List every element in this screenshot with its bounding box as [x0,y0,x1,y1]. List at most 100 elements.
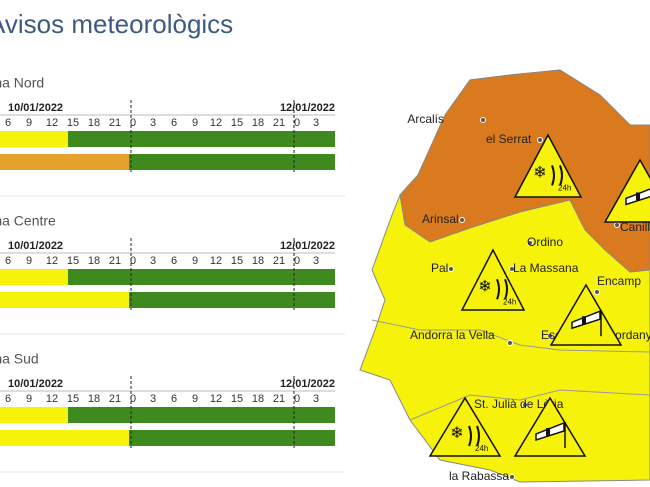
hour-label: 9 [192,117,198,129]
hour-label: 3 [313,117,319,129]
snow-duration: 24h [475,444,488,453]
zone-border [371,319,650,421]
warning-icon [428,396,502,457]
hour-label: 12 [210,255,222,267]
level-bar [68,407,335,423]
hour-label: 9 [26,117,32,129]
hour-label: 9 [192,393,198,405]
hour-label: 18 [88,255,100,267]
hour-label: 18 [88,117,100,129]
warning-icon [603,158,650,223]
hour-label: 15 [67,393,79,405]
hour-label: 6 [171,393,177,405]
town-dot [527,240,533,246]
start-date: 10/01/2022 [8,102,63,114]
town-dot [594,289,600,295]
warning-icon [513,133,583,198]
town-label: La Massana [513,261,579,275]
road-icon [551,165,563,186]
page-title: Avisos meteorològics [0,9,233,39]
road-icon [468,425,480,447]
hour-label: 15 [231,255,243,267]
hour-label: 21 [273,255,285,267]
hour-label: 18 [252,255,264,267]
hour-label: 12 [210,117,222,129]
town-label: el Serrat [486,132,532,146]
level-bar [129,154,335,170]
hour-label: 12 [46,393,58,405]
town-dot [448,266,454,272]
hour-label: 0 [294,117,300,129]
hour-label: 0 [130,117,136,129]
hour-label: 6 [171,255,177,267]
hour-label: 21 [273,117,285,129]
hour-label: 9 [26,393,32,405]
town-dot [480,117,486,123]
town-dot [459,217,465,223]
town-dot [522,402,528,408]
hour-label: 18 [252,117,264,129]
town-label: Encamp [597,274,641,288]
level-bar [68,269,335,285]
level-bar [0,269,68,285]
level-bar [68,131,335,147]
warning-icon [513,396,587,457]
hour-label: 9 [26,255,32,267]
hour-label: 3 [150,117,156,129]
level-bar [0,407,68,423]
snow-duration: 24h [558,184,571,193]
hour-label: 18 [252,393,264,405]
hour-label: 3 [150,255,156,267]
end-date: 12/01/2022 [280,102,335,114]
level-bar [129,430,335,446]
hour-label: 15 [231,117,243,129]
map: Arcalís el Serrat Arinsal Canillo Ordino Pal L… [345,62,650,487]
hour-label: 12 [210,393,222,405]
snow-duration: 24h [503,297,516,306]
warning-icon [549,283,623,346]
town-label: Ordino [527,235,563,249]
town-label: Andorra la Vella [410,328,495,342]
hour-label: 15 [67,117,79,129]
level-bar [129,292,335,308]
town-label: Arinsal [422,212,459,226]
level-bar [0,430,129,446]
town-dot [509,266,515,272]
road-icon [496,278,508,300]
zone-name: Zona Centre [0,213,56,229]
town-label: la Rabassa [449,469,509,483]
start-date: 10/01/2022 [8,240,63,252]
hour-label: 0 [294,255,300,267]
zone-name: Zona Sud [0,351,39,367]
hour-label: 6 [5,255,11,267]
zone-name: Zona Nord [0,75,44,91]
town-label: Canillo [620,220,650,234]
town-label: Arcalís [407,112,444,126]
town-dot [614,222,620,228]
hour-label: 12 [46,117,58,129]
hour-label: 15 [67,255,79,267]
town-dot [507,340,513,346]
hour-label: 0 [130,255,136,267]
level-bar [0,292,129,308]
town-dot [547,333,553,339]
hour-label: 21 [273,393,285,405]
hour-label: 3 [313,393,319,405]
town-dot [509,474,515,480]
hour-label: 6 [5,117,11,129]
snowflake: ❄ [450,425,463,442]
end-date: 12/01/2022 [280,240,335,252]
hour-label: 21 [109,393,121,405]
hour-label: 21 [109,117,121,129]
hour-label: 6 [171,117,177,129]
town-dot [537,137,543,143]
hour-label: 3 [313,255,319,267]
hour-label: 0 [294,393,300,405]
level-bar [0,154,129,170]
warning-icon [460,248,526,311]
hour-label: 12 [46,255,58,267]
end-date: 12/01/2022 [280,378,335,390]
hour-label: 9 [192,255,198,267]
warnings-panel: Zona Nord 10/01/2022 12/01/2022 6 9 12 15 18 21 0… [0,75,345,473]
